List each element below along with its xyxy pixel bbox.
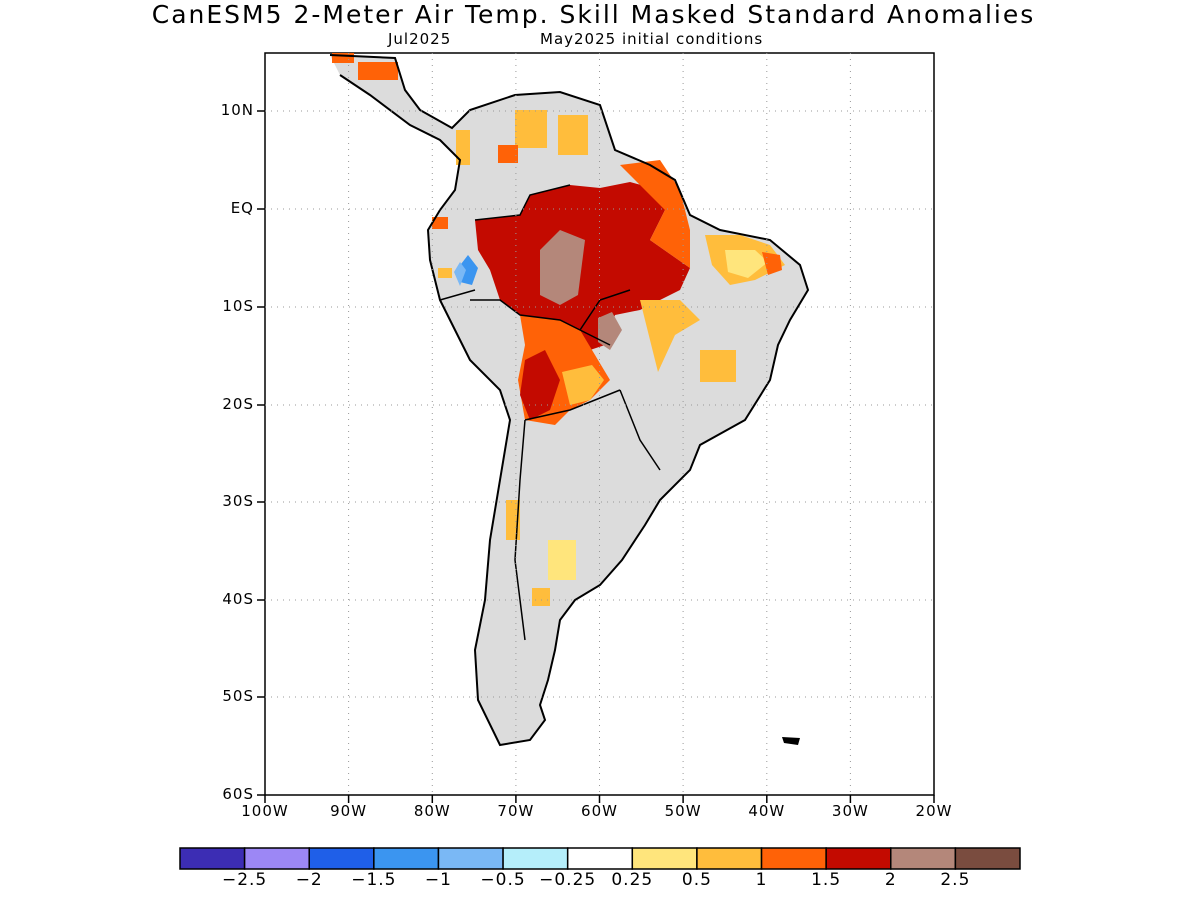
colorbar-swatch xyxy=(890,847,957,870)
lon-label: 20W xyxy=(915,802,953,820)
region-colombia-1p5 xyxy=(498,145,518,163)
lat-label: 20S xyxy=(222,395,254,413)
lon-label: 30W xyxy=(831,802,869,820)
colorbar-label: 2 xyxy=(884,870,897,890)
colorbar xyxy=(179,847,1021,870)
lat-label: 60S xyxy=(222,785,254,803)
initial-conditions-label: May2025 initial conditions xyxy=(540,30,764,48)
region-argentina-1 xyxy=(532,588,550,606)
colorbar-swatch xyxy=(825,847,892,870)
colorbar-swatch xyxy=(243,847,310,870)
colorbar-swatch xyxy=(308,847,375,870)
lat-label: 40S xyxy=(222,590,254,608)
region-argentina-0p5 xyxy=(548,540,576,580)
falkland-islands xyxy=(782,737,800,745)
colorbar-label: 0.5 xyxy=(681,870,712,890)
colorbar-label: −2 xyxy=(295,870,323,890)
region-panama-1p5 xyxy=(358,62,398,80)
lon-label: 90W xyxy=(330,802,368,820)
colorbar-swatch xyxy=(954,847,1021,870)
region-colombia-1 xyxy=(515,110,547,148)
colorbar-swatch xyxy=(179,847,246,870)
colorbar-swatch xyxy=(760,847,827,870)
axis-ticks xyxy=(257,110,935,803)
colorbar-swatch xyxy=(696,847,763,870)
lon-label: 100W xyxy=(241,802,289,820)
colorbar-label: −0.25 xyxy=(539,870,597,890)
colorbar-label: −1.5 xyxy=(351,870,397,890)
lon-label: 60W xyxy=(581,802,618,820)
lon-label: 40W xyxy=(748,802,786,820)
gridlines xyxy=(265,53,934,795)
colorbar-label: −0.5 xyxy=(480,870,526,890)
region-amazon-2p5-b xyxy=(598,312,622,350)
region-bolivia-2 xyxy=(520,350,560,420)
lon-label: 70W xyxy=(497,802,535,820)
region-brazil-east-1 xyxy=(700,350,736,382)
chart-title: CanESM5 2-Meter Air Temp. Skill Masked S… xyxy=(151,0,1036,29)
colorbar-label: −1 xyxy=(424,870,452,890)
colorbar-swatch xyxy=(437,847,504,870)
coastline xyxy=(329,54,810,747)
colorbar-swatch xyxy=(373,847,440,870)
lon-label: 50W xyxy=(664,802,702,820)
lat-label: 30S xyxy=(222,492,254,510)
lat-label: 10N xyxy=(220,101,254,119)
lon-label: 80W xyxy=(413,802,451,820)
region-peru-negative-light xyxy=(454,262,466,286)
region-venezuela-1 xyxy=(558,115,588,155)
colorbar-label: −2.5 xyxy=(221,870,268,890)
region-amazon-2p5 xyxy=(540,230,585,305)
lat-label: 10S xyxy=(222,297,254,315)
region-nebrazil-0p5 xyxy=(725,250,768,278)
region-ne-1p5 xyxy=(620,160,690,268)
country-borders xyxy=(439,184,661,641)
colorbar-label: 2.5 xyxy=(940,870,971,890)
region-central-am-1p5 xyxy=(332,53,354,63)
region-amazon-2 xyxy=(475,182,690,350)
colorbar-label: 1 xyxy=(755,870,768,890)
colorbar-label: 0.25 xyxy=(611,870,654,890)
lat-label: EQ xyxy=(230,199,254,217)
colorbar-swatch xyxy=(566,847,634,870)
lat-label: 50S xyxy=(222,687,254,705)
colorbar-swatch xyxy=(502,847,569,870)
region-peru-positive xyxy=(438,268,452,278)
colorbar-label: 1.5 xyxy=(811,870,842,890)
valid-month-label: Jul2025 xyxy=(388,30,452,48)
colorbar-swatch xyxy=(631,847,698,870)
region-colombia-1-west xyxy=(456,130,470,165)
region-ne-1 xyxy=(640,300,700,372)
region-paraguay-1 xyxy=(562,365,604,405)
region-ecuador-1p5 xyxy=(432,217,448,229)
